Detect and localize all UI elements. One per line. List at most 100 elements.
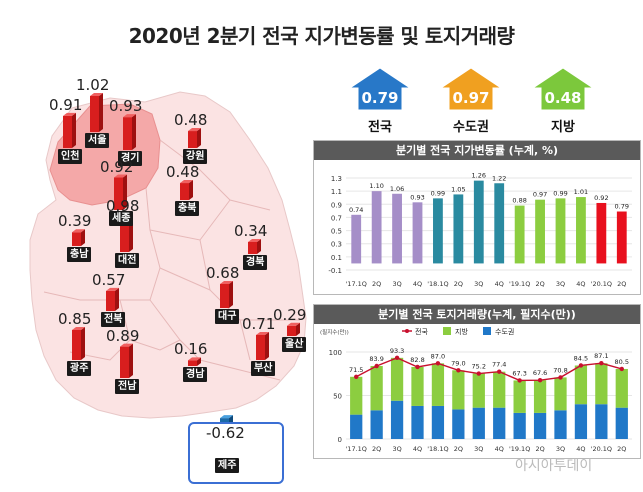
region-label-광주: 광주 [67,361,92,376]
volume-total-label: 75.2 [472,363,486,371]
rate-chart: -0.1 0.1 0.3 0.5 0.7 0.9 1.1 1.3 0.74 '17.1Q 1.10 2… [328,172,632,288]
region-bar-전남 [120,343,133,378]
volume-xtick: 2Q [535,445,544,453]
jeju-box [188,422,284,484]
region-label-대전: 대전 [115,253,140,268]
rate-ytick: 0.3 [331,241,342,249]
volume-unit-label: (필지수(만)) [320,328,349,336]
volume-total-label: 82.8 [410,356,424,364]
volume-total-point [558,375,563,380]
rate-bar-label: 1.10 [369,182,383,190]
rate-bar [596,202,607,264]
rate-bar-label: 1.26 [472,172,486,180]
volume-total-point [476,371,481,376]
volume-total-point [497,369,502,374]
summary-value-수도권: 0.97 [452,89,490,107]
volume-xtick: '18.1Q [427,445,448,453]
volume-bar-capital [574,404,588,439]
volume-bar-capital [350,414,363,439]
region-bar-경남 [188,357,201,366]
volume-legend-dot [405,329,409,333]
volume-legend-marker [483,327,491,335]
region-bar-세종 [114,174,127,210]
region-bar-전북 [106,287,119,311]
rate-bar [555,198,566,264]
region-label-서울: 서울 [85,133,110,148]
page-title: 2020년 2분기 전국 지가변동률 및 토지거래량 [128,24,515,48]
volume-total-point [415,364,420,370]
rate-xtick: '18.1Q [427,280,448,288]
rate-ytick: 1.3 [331,175,342,183]
watermark: 아시아투데이 [515,458,593,474]
region-value-인천: 0.91 [49,95,83,114]
volume-bar-capital [513,412,526,439]
region-bar-인천 [63,112,76,148]
region-label-전남: 전남 [115,379,140,394]
rate-bar-label: 0.99 [553,189,567,197]
region-label-부산: 부산 [251,361,276,376]
volume-xtick: 3Q [392,445,401,453]
volume-total-label: 84.5 [574,354,588,362]
volume-total-point [619,366,624,372]
volume-bar-local [472,373,485,408]
region-label-세종: 세종 [109,211,134,226]
rate-bar [514,205,525,264]
rate-bar-label: 0.88 [512,197,526,205]
rate-ytick: 0.7 [331,214,342,222]
region-bar-부산 [256,331,269,360]
rate-xtick: 3Q [474,280,483,288]
rate-bar [535,199,545,264]
volume-total-point [537,377,543,383]
region-value-부산: 0.71 [242,314,276,333]
region-label-대구: 대구 [215,309,240,324]
region-value-세종: 0.92 [100,157,134,176]
volume-ytick: 100 [329,349,342,357]
rate-bar [392,193,402,264]
volume-bar-local [452,370,465,410]
volume-legend-label: 전국 [415,327,428,336]
volume-bar-local [615,368,628,408]
rate-xtick: '17.1Q [346,280,367,288]
volume-ytick: 50 [333,393,342,401]
volume-chart-title: 분기별 전국 토지거래량(누계, 필지수(만)) [314,305,640,324]
volume-total-label: 77.4 [492,361,506,369]
volume-bar-capital [390,400,404,439]
volume-bar-local [533,380,547,413]
region-bar-충북 [180,180,193,200]
volume-total-label: 71.5 [349,366,363,374]
volume-total-line [355,357,622,382]
volume-legend-label: 지방 [455,327,468,336]
rate-bar-label: 0.74 [349,206,363,214]
volume-bar-capital [431,405,445,439]
volume-chart: (필지수(만)) 0 50 100 전국 지방 수도권 '17.1Q 2Q 3Q 4Q '18.1Q 2… [320,327,632,453]
volume-xtick: 4Q [576,445,585,453]
rate-xtick: 4Q [495,280,504,288]
volume-total-point [456,368,461,373]
volume-xtick: 2Q [454,445,463,453]
rate-xtick: 2Q [535,280,544,288]
volume-chart-panel: 분기별 전국 토지거래량(누계, 필지수(만)) (필지수(만)) 0 50 100 전… [313,304,641,459]
region-value-대전: 0.98 [106,197,140,216]
region-value-서울: 1.02 [76,76,110,94]
volume-bar-local [513,380,526,413]
volume-bar-local [595,363,608,405]
rate-xtick: '20.1Q [591,280,612,288]
volume-xtick: 4Q [495,445,504,453]
rate-ytick: 0.1 [331,254,342,262]
volume-legend-marker [443,327,451,335]
summary-arrow-지방 [531,67,595,111]
rate-bar [371,191,382,264]
region-label-제주: 제주 [215,458,240,473]
rate-xtick: 2Q [372,280,381,288]
volume-xtick: 4Q [413,445,422,453]
rate-bar-label: 1.22 [492,174,506,182]
rate-bar [453,194,464,264]
region-value-충남: 0.39 [58,212,92,231]
rate-bar [473,180,484,264]
region-value-제주: -0.62 [206,424,245,442]
region-label-울산: 울산 [282,337,307,352]
summary-arrow-수도권 [439,67,503,111]
region-value-경남: 0.16 [174,340,208,359]
rate-chart-panel: 분기별 전국 지가변동률 (누계, %) -0.1 0.1 0.3 0.5 0.7 0.9… [313,140,641,295]
